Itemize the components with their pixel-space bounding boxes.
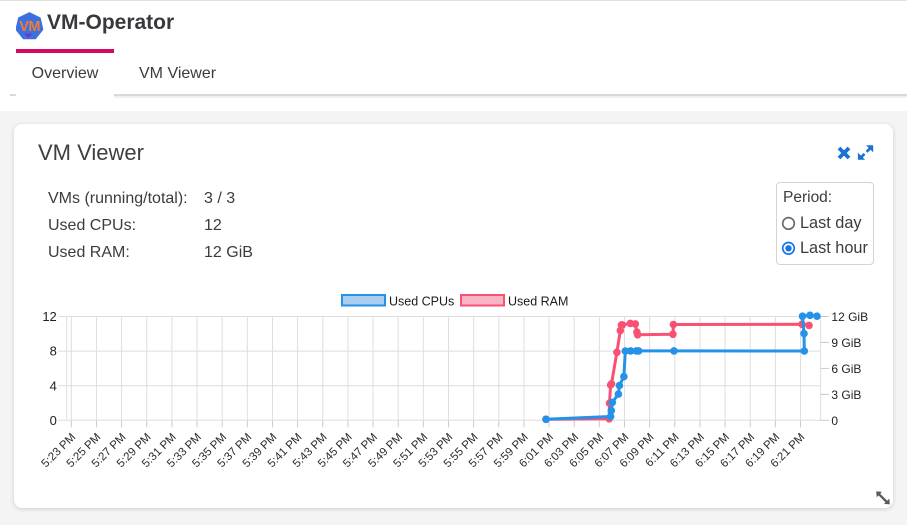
svg-text:8: 8 [50, 344, 57, 359]
svg-text:9 GiB: 9 GiB [831, 336, 861, 350]
svg-text:6 GiB: 6 GiB [831, 362, 861, 376]
svg-text:12: 12 [42, 309, 56, 324]
svg-text:0: 0 [831, 414, 838, 428]
svg-text:12 GiB: 12 GiB [831, 310, 868, 324]
svg-text:VM: VM [19, 19, 40, 35]
svg-text:4: 4 [50, 378, 57, 393]
svg-text:0: 0 [50, 413, 57, 428]
svg-text:Used RAM: Used RAM [508, 295, 568, 309]
svg-text:3 GiB: 3 GiB [831, 388, 861, 402]
svg-text:Used CPUs: Used CPUs [389, 295, 454, 309]
